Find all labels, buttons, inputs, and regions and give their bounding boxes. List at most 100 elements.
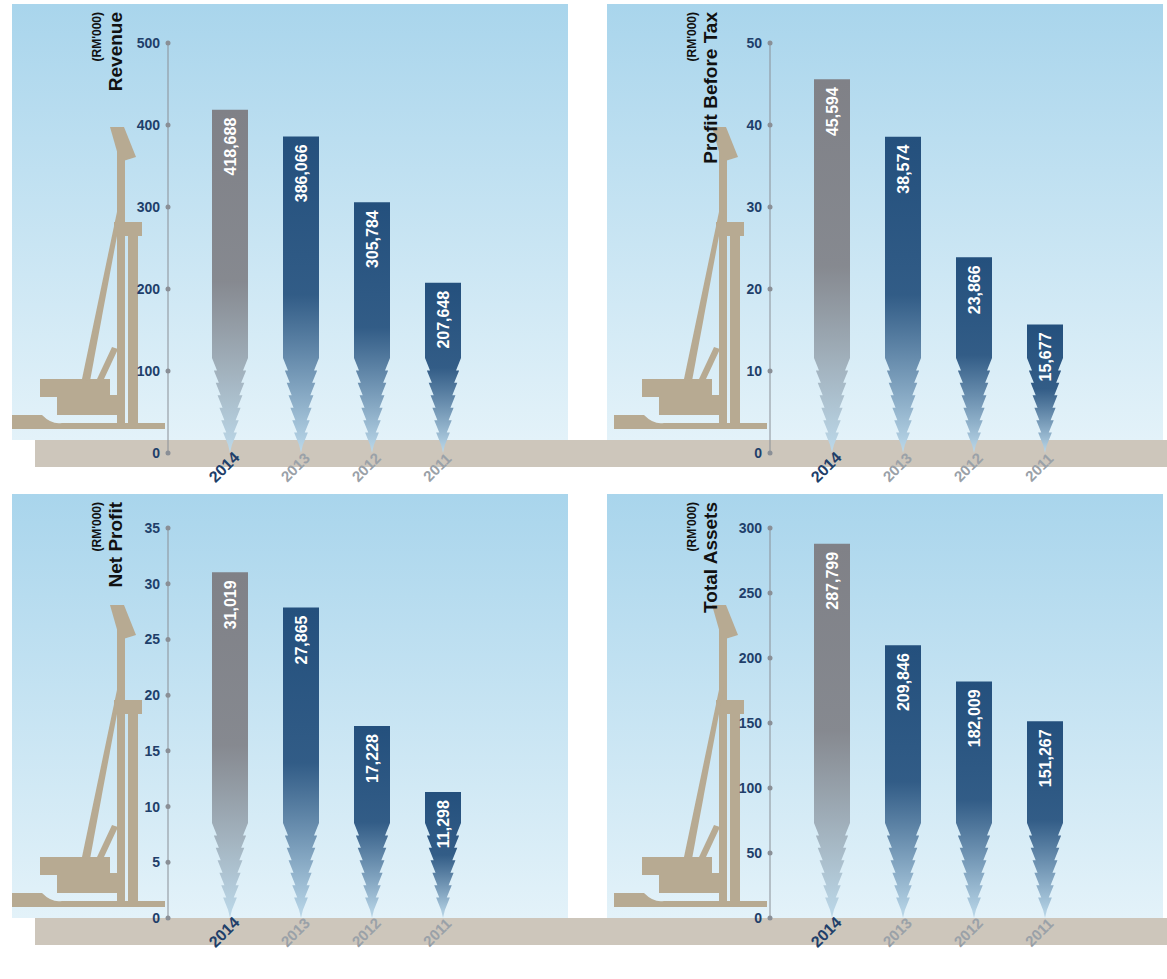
data-label: 305,784: [364, 210, 381, 268]
y-tick: [166, 369, 171, 374]
y-tick: [768, 123, 773, 128]
data-label: 207,648: [435, 291, 452, 349]
y-tick-label: 0: [152, 445, 160, 461]
y-tick-label: 0: [152, 910, 160, 926]
data-label: 23,866: [966, 265, 983, 314]
y-tick: [768, 721, 773, 726]
y-tick: [166, 41, 171, 46]
rig-mast: [117, 615, 125, 901]
y-tick-label: 100: [137, 363, 161, 379]
bars: [814, 79, 1063, 453]
y-axis: [770, 43, 771, 453]
rig-body: [57, 873, 117, 893]
ground: [35, 918, 1167, 945]
x-tick-label: 2012: [950, 449, 986, 485]
bar: [885, 645, 921, 918]
plot-background: [607, 494, 1163, 918]
axis-title: Net Profit: [105, 501, 126, 587]
labels: 418,6882014386,0662013305,7842012207,648…: [206, 118, 455, 486]
y-tick: [166, 451, 171, 456]
data-label: 27,865: [293, 615, 310, 664]
rig-mast: [719, 137, 727, 423]
rig-arm: [97, 825, 118, 857]
x-tick-label: 2013: [879, 449, 915, 485]
x-tick-label: 2012: [348, 914, 384, 950]
y-tick: [166, 637, 171, 642]
rig-kelly: [730, 705, 740, 901]
y-tick-label: 50: [746, 845, 762, 861]
bars: [212, 110, 461, 453]
y-tick: [166, 916, 171, 921]
bar: [283, 608, 319, 918]
y-tick-label: 300: [137, 199, 161, 215]
bar: [956, 257, 992, 453]
y-axis: [168, 43, 169, 453]
y-tick: [768, 287, 773, 292]
x-tick-label: 2014: [206, 913, 243, 950]
bar: [354, 202, 390, 453]
x-tick-label: 2011: [1022, 450, 1057, 485]
axis-unit: (RM'000): [90, 502, 104, 552]
data-label: 31,019: [222, 580, 239, 629]
bar: [1027, 721, 1063, 918]
y-axis: [168, 528, 169, 918]
y-tick-label: 100: [739, 780, 763, 796]
rig-kelly: [128, 705, 138, 901]
x-tick-label: 2012: [950, 914, 986, 950]
x-tick-label: 2011: [420, 915, 455, 950]
y-tick: [166, 748, 171, 753]
y-tick-label: 500: [137, 35, 161, 51]
rig-body: [659, 395, 719, 415]
y-tick-label: 20: [746, 281, 762, 297]
rig-cab: [642, 857, 712, 875]
x-tick-label: 2014: [808, 913, 845, 950]
data-label: 151,267: [1037, 729, 1054, 787]
rig-mast: [719, 615, 727, 901]
x-tick-label: 2012: [348, 449, 384, 485]
chart-panel: Net Profit(RM'000)0510152025303531,01920…: [12, 494, 568, 951]
x-tick-label: 2011: [420, 450, 455, 485]
rig-brace: [684, 685, 724, 859]
y-tick: [768, 851, 773, 856]
data-label: 386,066: [293, 144, 310, 202]
rig-arm: [97, 347, 118, 379]
axis-title: Total Assets: [700, 502, 721, 613]
x-tick-label: 2013: [277, 914, 313, 950]
bar: [814, 544, 850, 918]
y-tick: [768, 591, 773, 596]
bar: [425, 283, 461, 453]
rig-brace: [684, 207, 724, 381]
labels: 287,7992014209,8462013182,0092012151,267…: [808, 552, 1057, 951]
rig-kelly: [128, 227, 138, 423]
y-tick: [166, 287, 171, 292]
y-tick: [768, 41, 773, 46]
y-tick-label: 250: [739, 585, 763, 601]
labels: 31,019201427,865201317,228201211,2982011: [206, 580, 455, 950]
data-label: 11,298: [435, 800, 452, 848]
bar: [425, 792, 461, 918]
data-label: 15,677: [1037, 332, 1054, 381]
y-tick-label: 300: [739, 520, 763, 536]
y-tick: [768, 451, 773, 456]
rig-base: [614, 415, 767, 429]
data-label: 209,846: [895, 653, 912, 711]
y-tick-label: 40: [746, 117, 762, 133]
data-label: 182,009: [966, 689, 983, 747]
rig-brace: [82, 207, 122, 381]
y-tick: [166, 860, 171, 865]
ground: [35, 440, 1167, 467]
y-tick: [166, 123, 171, 128]
x-tick-label: 2011: [1022, 915, 1057, 950]
y-tick: [768, 369, 773, 374]
y-tick: [166, 526, 171, 531]
y-tick: [768, 526, 773, 531]
rig-top: [110, 605, 136, 640]
y-tick: [166, 693, 171, 698]
y-tick-label: 5: [152, 854, 160, 870]
y-tick-label: 10: [144, 799, 160, 815]
y-tick-label: 15: [144, 743, 160, 759]
rig-body: [57, 395, 117, 415]
y-tick-label: 50: [746, 35, 762, 51]
rig-arm: [699, 825, 720, 857]
y-tick-label: 200: [739, 650, 763, 666]
